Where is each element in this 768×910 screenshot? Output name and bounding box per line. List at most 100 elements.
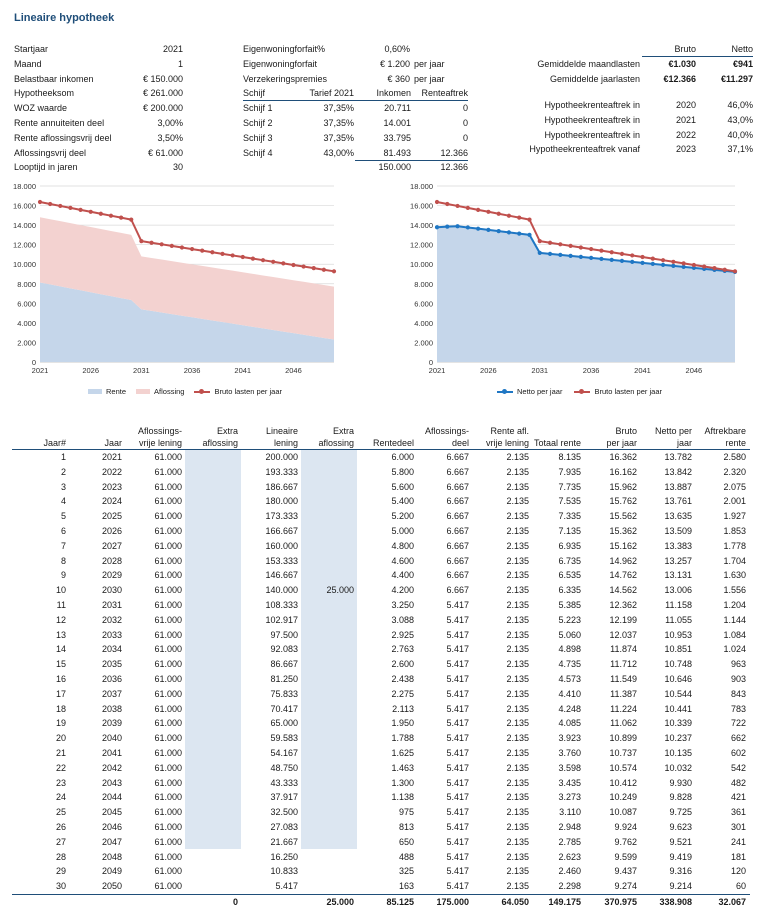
table-cell: 843 — [730, 688, 746, 699]
column-header-line2: jaar — [676, 437, 692, 448]
table-cell[interactable] — [302, 554, 358, 569]
table-cell: 1.300 — [391, 777, 414, 788]
input-value[interactable]: 3,50% — [157, 132, 183, 143]
table-cell[interactable] — [302, 613, 358, 628]
table-cell: 10.851 — [664, 644, 692, 655]
table-cell[interactable] — [302, 864, 358, 879]
table-cell[interactable] — [302, 524, 358, 539]
table-cell: 5 — [60, 511, 66, 522]
table-cell[interactable] — [186, 554, 242, 569]
table-cell[interactable] — [302, 702, 358, 717]
table-cell[interactable] — [302, 790, 358, 805]
table-cell[interactable] — [302, 539, 358, 554]
table-cell: 13.887 — [664, 481, 692, 492]
table-cell[interactable] — [186, 879, 242, 894]
table-cell[interactable] — [302, 642, 358, 657]
table-cell[interactable] — [302, 657, 358, 672]
table-cell: 2.320 — [723, 466, 746, 477]
table-cell[interactable] — [186, 657, 242, 672]
table-cell[interactable] — [302, 820, 358, 835]
input-value[interactable]: € 261.000 — [142, 88, 183, 99]
table-cell[interactable] — [186, 628, 242, 643]
table-cell[interactable] — [186, 568, 242, 583]
table-cell[interactable] — [302, 480, 358, 495]
table-cell: 10.833 — [270, 866, 298, 877]
point-bruto-lasten-per-jaar — [119, 215, 124, 220]
table-cell: 61.000 — [154, 466, 182, 477]
table-cell: 140.000 — [265, 585, 298, 596]
table-cell: 2033 — [101, 629, 122, 640]
table-cell[interactable] — [302, 494, 358, 509]
table-cell[interactable] — [186, 746, 242, 761]
table-cell: 12.199 — [609, 614, 637, 625]
input-value[interactable]: 1 — [177, 58, 183, 69]
input-value[interactable]: € 61.000 — [147, 147, 183, 158]
table-cell[interactable] — [302, 805, 358, 820]
table-cell[interactable] — [302, 879, 358, 894]
table-cell: 11 — [56, 599, 66, 610]
table-cell[interactable] — [302, 716, 358, 731]
table-cell[interactable] — [186, 494, 242, 509]
table-cell[interactable] — [186, 465, 242, 480]
eigenwoning-label: Eigenwoningforfait% — [243, 44, 326, 54]
table-cell[interactable] — [302, 568, 358, 583]
table-cell: 5.417 — [446, 644, 469, 655]
table-cell[interactable] — [186, 613, 242, 628]
table-cell[interactable] — [302, 598, 358, 613]
table-cell[interactable] — [186, 539, 242, 554]
table-cell[interactable] — [302, 761, 358, 776]
x-tick-label: 2021 — [429, 366, 446, 375]
table-cell[interactable] — [186, 702, 242, 717]
table-cell[interactable] — [186, 716, 242, 731]
table-cell: 2026 — [101, 525, 122, 536]
table-cell[interactable] — [302, 776, 358, 791]
table-cell[interactable] — [302, 465, 358, 480]
table-cell[interactable] — [186, 509, 242, 524]
table-cell[interactable] — [186, 805, 242, 820]
table-cell[interactable] — [302, 731, 358, 746]
table-cell[interactable] — [186, 524, 242, 539]
input-value[interactable]: 30 — [172, 162, 183, 173]
table-row: 12 2032 61.000 102.917 3.088 5.417 2.135 5.223 1… — [12, 613, 750, 628]
schijf-inkomen: 33.795 — [383, 132, 411, 143]
table-cell[interactable] — [302, 450, 358, 465]
table-cell[interactable] — [186, 835, 242, 850]
table-cell[interactable] — [186, 761, 242, 776]
table-cell[interactable] — [302, 835, 358, 850]
input-value[interactable]: 2021 — [162, 44, 183, 54]
table-cell: 1.138 — [391, 792, 414, 803]
table-cell[interactable] — [302, 628, 358, 643]
point-bruto-lasten-per-jaar — [291, 262, 296, 268]
area-netto-fill — [437, 226, 735, 362]
table-cell[interactable] — [302, 687, 358, 702]
table-cell[interactable] — [186, 687, 242, 702]
table-cell: 61.000 — [154, 807, 182, 818]
table-cell[interactable] — [186, 450, 242, 465]
table-cell[interactable] — [186, 642, 242, 657]
table-cell[interactable] — [302, 672, 358, 687]
table-cell[interactable] — [186, 672, 242, 687]
table-cell[interactable] — [302, 746, 358, 761]
y-tick-label: 10.000 — [410, 260, 433, 269]
input-value[interactable]: 3,00% — [157, 118, 183, 128]
table-cell[interactable] — [302, 509, 358, 524]
table-cell[interactable] — [186, 820, 242, 835]
table-cell: 602 — [730, 747, 746, 758]
lasten-maand-bruto: €1.030 — [668, 59, 696, 69]
table-cell[interactable] — [186, 864, 242, 879]
table-cell[interactable] — [186, 776, 242, 791]
table-cell: 9.762 — [614, 836, 637, 847]
table-cell: 7.135 — [558, 525, 581, 536]
table-cell[interactable] — [186, 583, 242, 598]
table-cell[interactable] — [186, 790, 242, 805]
input-value[interactable]: € 150.000 — [142, 73, 183, 84]
table-cell[interactable] — [186, 850, 242, 865]
table-cell: 120 — [730, 866, 746, 877]
table-cell: 15 — [55, 659, 66, 670]
table-cell[interactable]: 25.000 — [326, 585, 354, 596]
table-cell[interactable] — [302, 850, 358, 865]
table-cell[interactable] — [186, 480, 242, 495]
table-cell[interactable] — [186, 598, 242, 613]
table-cell[interactable] — [186, 731, 242, 746]
input-value[interactable]: € 200.000 — [142, 103, 183, 114]
